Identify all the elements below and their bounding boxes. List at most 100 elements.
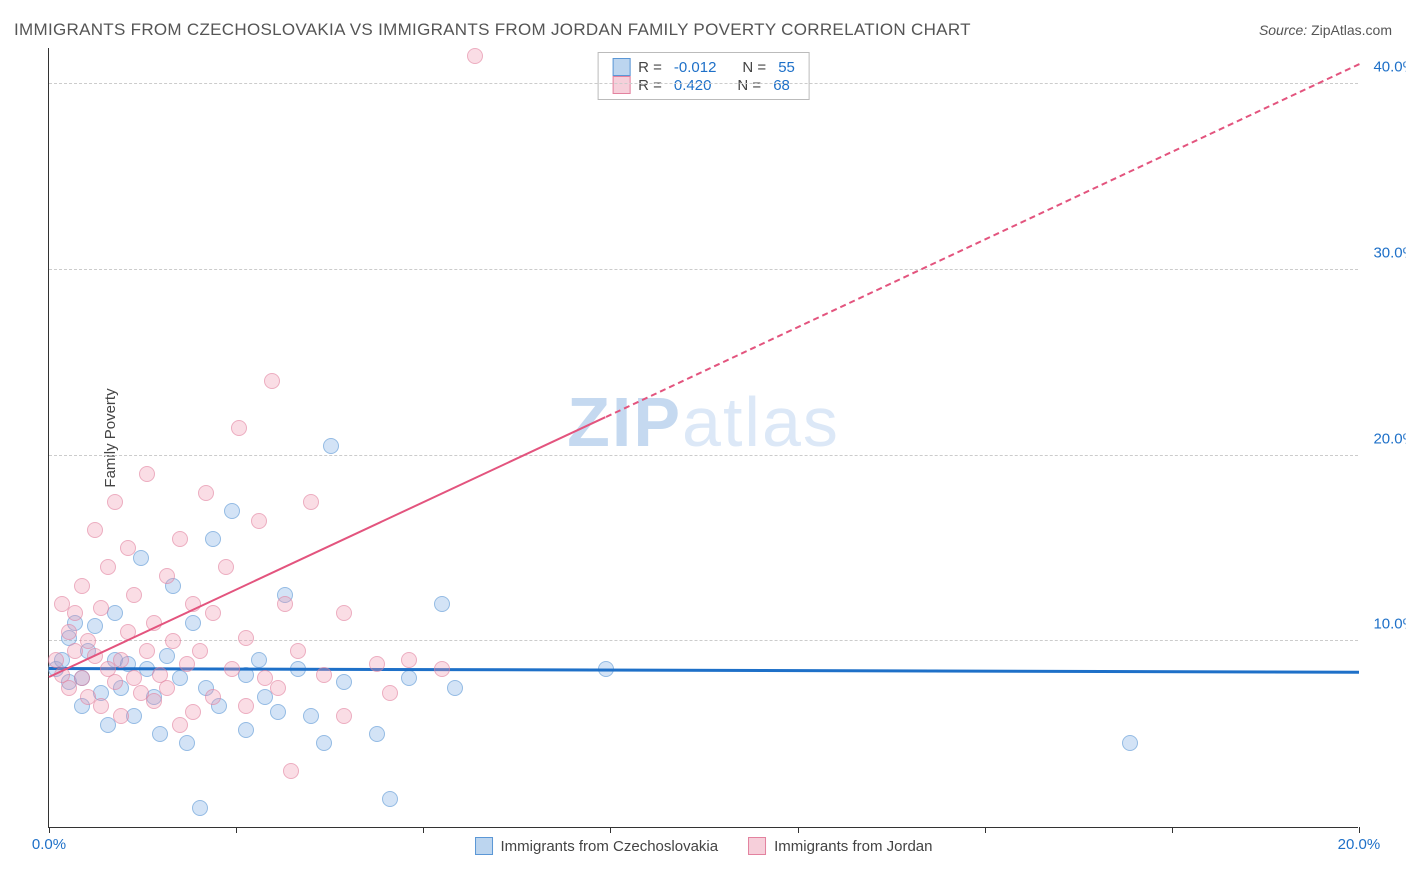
r-label: R = [638,59,662,76]
data-point [270,704,286,720]
data-point [139,643,155,659]
x-tick [985,827,986,833]
data-point [107,494,123,510]
data-point [133,550,149,566]
y-tick-label: 40.0% [1373,59,1406,76]
data-point [369,726,385,742]
data-point [1122,735,1138,751]
gridline [49,455,1358,456]
data-point [139,466,155,482]
series-name: Immigrants from Jordan [774,838,932,855]
x-tick [423,827,424,833]
y-tick-label: 10.0% [1373,616,1406,633]
data-point [126,670,142,686]
data-point [205,689,221,705]
data-point [238,630,254,646]
data-point [198,485,214,501]
data-point [447,680,463,696]
data-point [172,531,188,547]
data-point [336,708,352,724]
data-point [87,618,103,634]
data-point [336,605,352,621]
chart-title: IMMIGRANTS FROM CZECHOSLOVAKIA VS IMMIGR… [14,20,971,40]
x-tick [610,827,611,833]
legend-item: Immigrants from Czechoslovakia [475,837,719,855]
series-name: Immigrants from Czechoslovakia [501,838,719,855]
data-point [401,652,417,668]
data-point [264,373,280,389]
data-point [231,420,247,436]
data-point [303,708,319,724]
r-label: R = [638,77,662,94]
watermark-zip: ZIP [567,383,682,461]
data-point [238,722,254,738]
data-point [74,670,90,686]
data-point [192,800,208,816]
data-point [467,48,483,64]
data-point [251,513,267,529]
data-point [251,652,267,668]
data-point [434,661,450,677]
data-point [224,661,240,677]
n-label: N = [737,77,761,94]
data-point [434,596,450,612]
data-point [205,531,221,547]
data-point [113,708,129,724]
source-value: ZipAtlas.com [1311,22,1392,38]
data-point [80,633,96,649]
source-label: Source: [1259,22,1307,38]
r-value: 0.420 [674,77,712,94]
regression-line [605,64,1359,419]
x-tick [798,827,799,833]
legend-row: R =-0.012N =55 [612,58,795,76]
data-point [93,698,109,714]
data-point [277,596,293,612]
data-point [74,578,90,594]
n-label: N = [742,59,766,76]
watermark-atlas: atlas [682,383,840,461]
chart-container: IMMIGRANTS FROM CZECHOSLOVAKIA VS IMMIGR… [0,0,1406,892]
data-point [401,670,417,686]
data-point [283,763,299,779]
data-point [61,624,77,640]
legend-swatch [748,837,766,855]
y-tick-label: 30.0% [1373,244,1406,261]
data-point [159,568,175,584]
n-value: 68 [773,77,790,94]
legend-row: R = 0.420 N = 68 [612,76,795,94]
data-point [270,680,286,696]
data-point [100,559,116,575]
data-point [224,503,240,519]
data-point [93,600,109,616]
x-tick-label: 0.0% [32,836,66,853]
gridline [49,83,1358,84]
legend-swatch [475,837,493,855]
plot-area: ZIPatlas Family Poverty R =-0.012N =55R … [48,48,1358,828]
data-point [179,735,195,751]
data-point [238,698,254,714]
x-tick [49,827,50,833]
data-point [67,605,83,621]
data-point [87,522,103,538]
data-point [218,559,234,575]
data-point [185,704,201,720]
watermark: ZIPatlas [567,382,840,462]
data-point [152,726,168,742]
data-point [382,685,398,701]
data-point [303,494,319,510]
r-value: -0.012 [674,59,717,76]
data-point [159,680,175,696]
legend-swatch [612,76,630,94]
x-tick-label: 20.0% [1338,836,1381,853]
x-tick [236,827,237,833]
x-tick [1172,827,1173,833]
data-point [126,587,142,603]
data-point [172,717,188,733]
x-tick [1359,827,1360,833]
data-point [323,438,339,454]
data-point [192,643,208,659]
data-point [113,652,129,668]
data-point [120,540,136,556]
correlation-legend: R =-0.012N =55R =0.420N =68 [597,52,810,100]
data-point [179,656,195,672]
